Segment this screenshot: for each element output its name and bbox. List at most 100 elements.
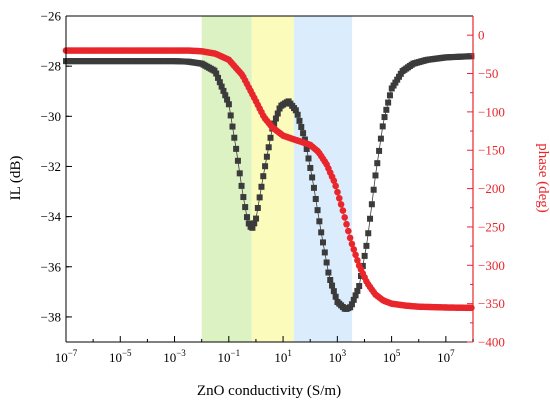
phase-point-150: [334, 188, 341, 196]
x-tick-base: 10: [109, 350, 122, 365]
right-y-axis-label: phase (deg): [535, 143, 550, 213]
x-tick-base: 10: [437, 350, 450, 365]
left-y-tick-label: −28: [41, 59, 61, 74]
il-point-99: [242, 204, 249, 211]
x-tick-label: 10−5: [109, 348, 132, 365]
il-point-147: [329, 282, 336, 289]
il-point-178: [385, 99, 392, 106]
il-point-93: [231, 134, 238, 141]
il-point-149: [332, 293, 339, 300]
il-point-105: [253, 215, 260, 222]
right-y-tick-label: −400: [478, 335, 505, 350]
il-point-179: [386, 92, 393, 99]
il-point-87: [220, 87, 227, 94]
il-point-103: [249, 224, 256, 231]
il-point-138: [312, 195, 319, 202]
il-point-142: [319, 239, 326, 246]
left-y-tick-label: −36: [41, 259, 62, 274]
x-tick-exponent: −3: [176, 348, 186, 358]
phase-point-158: [348, 240, 356, 248]
il-point-140: [316, 218, 323, 225]
il-point-165: [361, 252, 368, 259]
phase-point-161: [354, 256, 361, 264]
il-point-132: [301, 136, 308, 143]
phase-point-153: [339, 207, 347, 214]
il-point-110: [262, 163, 269, 170]
il-point-104: [251, 220, 258, 227]
il-point-172: [374, 160, 381, 167]
il-point-86: [218, 83, 225, 90]
x-axis-ticks: 10−7 10−5 10−3 10−1 101 103 105 107: [55, 336, 474, 365]
il-point-169: [368, 201, 375, 208]
x-tick-exponent: −1: [231, 348, 241, 358]
right-y-tick-label: −350: [478, 296, 505, 311]
x-tick-base: 10: [274, 350, 287, 365]
x-tick-exponent: 3: [342, 348, 347, 358]
il-point-176: [381, 114, 388, 121]
x-tick-label: 107: [437, 348, 455, 365]
il-point-111: [263, 153, 270, 160]
left-y-tick-label: −26: [41, 9, 62, 24]
x-tick-label: 10−3: [163, 348, 186, 365]
il-point-148: [330, 288, 337, 295]
il-point-91: [227, 112, 234, 119]
il-point-146: [327, 276, 334, 283]
x-tick-label: 103: [329, 348, 347, 365]
il-point-106: [254, 204, 261, 211]
il-point-88: [222, 92, 229, 99]
left-y-tick-label: −38: [41, 309, 61, 324]
right-y-tick-label: −250: [478, 219, 505, 234]
il-point-108: [258, 183, 265, 190]
il-point-100: [243, 214, 250, 221]
left-y-tick-label: −34: [41, 209, 62, 224]
right-y-tick-label: −50: [478, 66, 498, 81]
x-tick-base: 10: [163, 350, 176, 365]
phase-point-151: [335, 194, 343, 202]
phase-point-156: [345, 227, 352, 235]
x-tick-exponent: 1: [287, 348, 292, 358]
x-tick-label: 105: [383, 348, 401, 365]
il-point-224: [468, 53, 475, 60]
il-point-170: [370, 186, 377, 193]
phase-point-157: [346, 234, 354, 242]
il-point-107: [256, 194, 263, 201]
x-tick-base: 10: [218, 350, 231, 365]
il-point-161: [354, 287, 361, 294]
il-point-83: [213, 70, 220, 77]
band-1: [251, 16, 294, 342]
il-point-109: [260, 173, 267, 180]
phase-point-159: [350, 246, 358, 253]
il-point-85: [216, 79, 223, 86]
il-point-133: [303, 145, 310, 152]
il-point-97: [238, 182, 245, 189]
il-point-130: [298, 124, 305, 131]
x-tick-label: 10−7: [55, 348, 78, 365]
x-tick-base: 10: [329, 350, 342, 365]
il-point-158: [348, 301, 355, 308]
il-point-127: [292, 107, 299, 114]
right-y-tick-label: 0: [478, 28, 485, 43]
il-point-98: [240, 194, 247, 201]
il-point-137: [310, 184, 317, 191]
x-tick-label: 10−1: [218, 348, 241, 365]
il-point-90: [225, 101, 232, 108]
il-point-115: [271, 120, 278, 127]
right-y-tick-label: −200: [478, 181, 505, 196]
il-point-94: [233, 145, 240, 152]
il-point-175: [379, 123, 386, 130]
phase-point-155: [343, 220, 350, 228]
left-y-axis-label: IL (dB): [8, 156, 24, 201]
il-point-131: [300, 130, 307, 137]
il-point-92: [229, 123, 236, 130]
il-point-173: [376, 147, 383, 154]
il-point-95: [234, 157, 241, 164]
il-point-134: [305, 155, 312, 162]
il-point-96: [236, 170, 243, 177]
il-point-89: [224, 96, 231, 103]
il-point-141: [318, 229, 325, 236]
il-point-144: [323, 259, 330, 266]
right-y-tick-label: −100: [478, 104, 505, 119]
il-point-159: [350, 296, 357, 303]
right-y-axis-ticks: 0 −50 −100 −150 −200 −250 −300 −350 −400: [467, 28, 505, 350]
